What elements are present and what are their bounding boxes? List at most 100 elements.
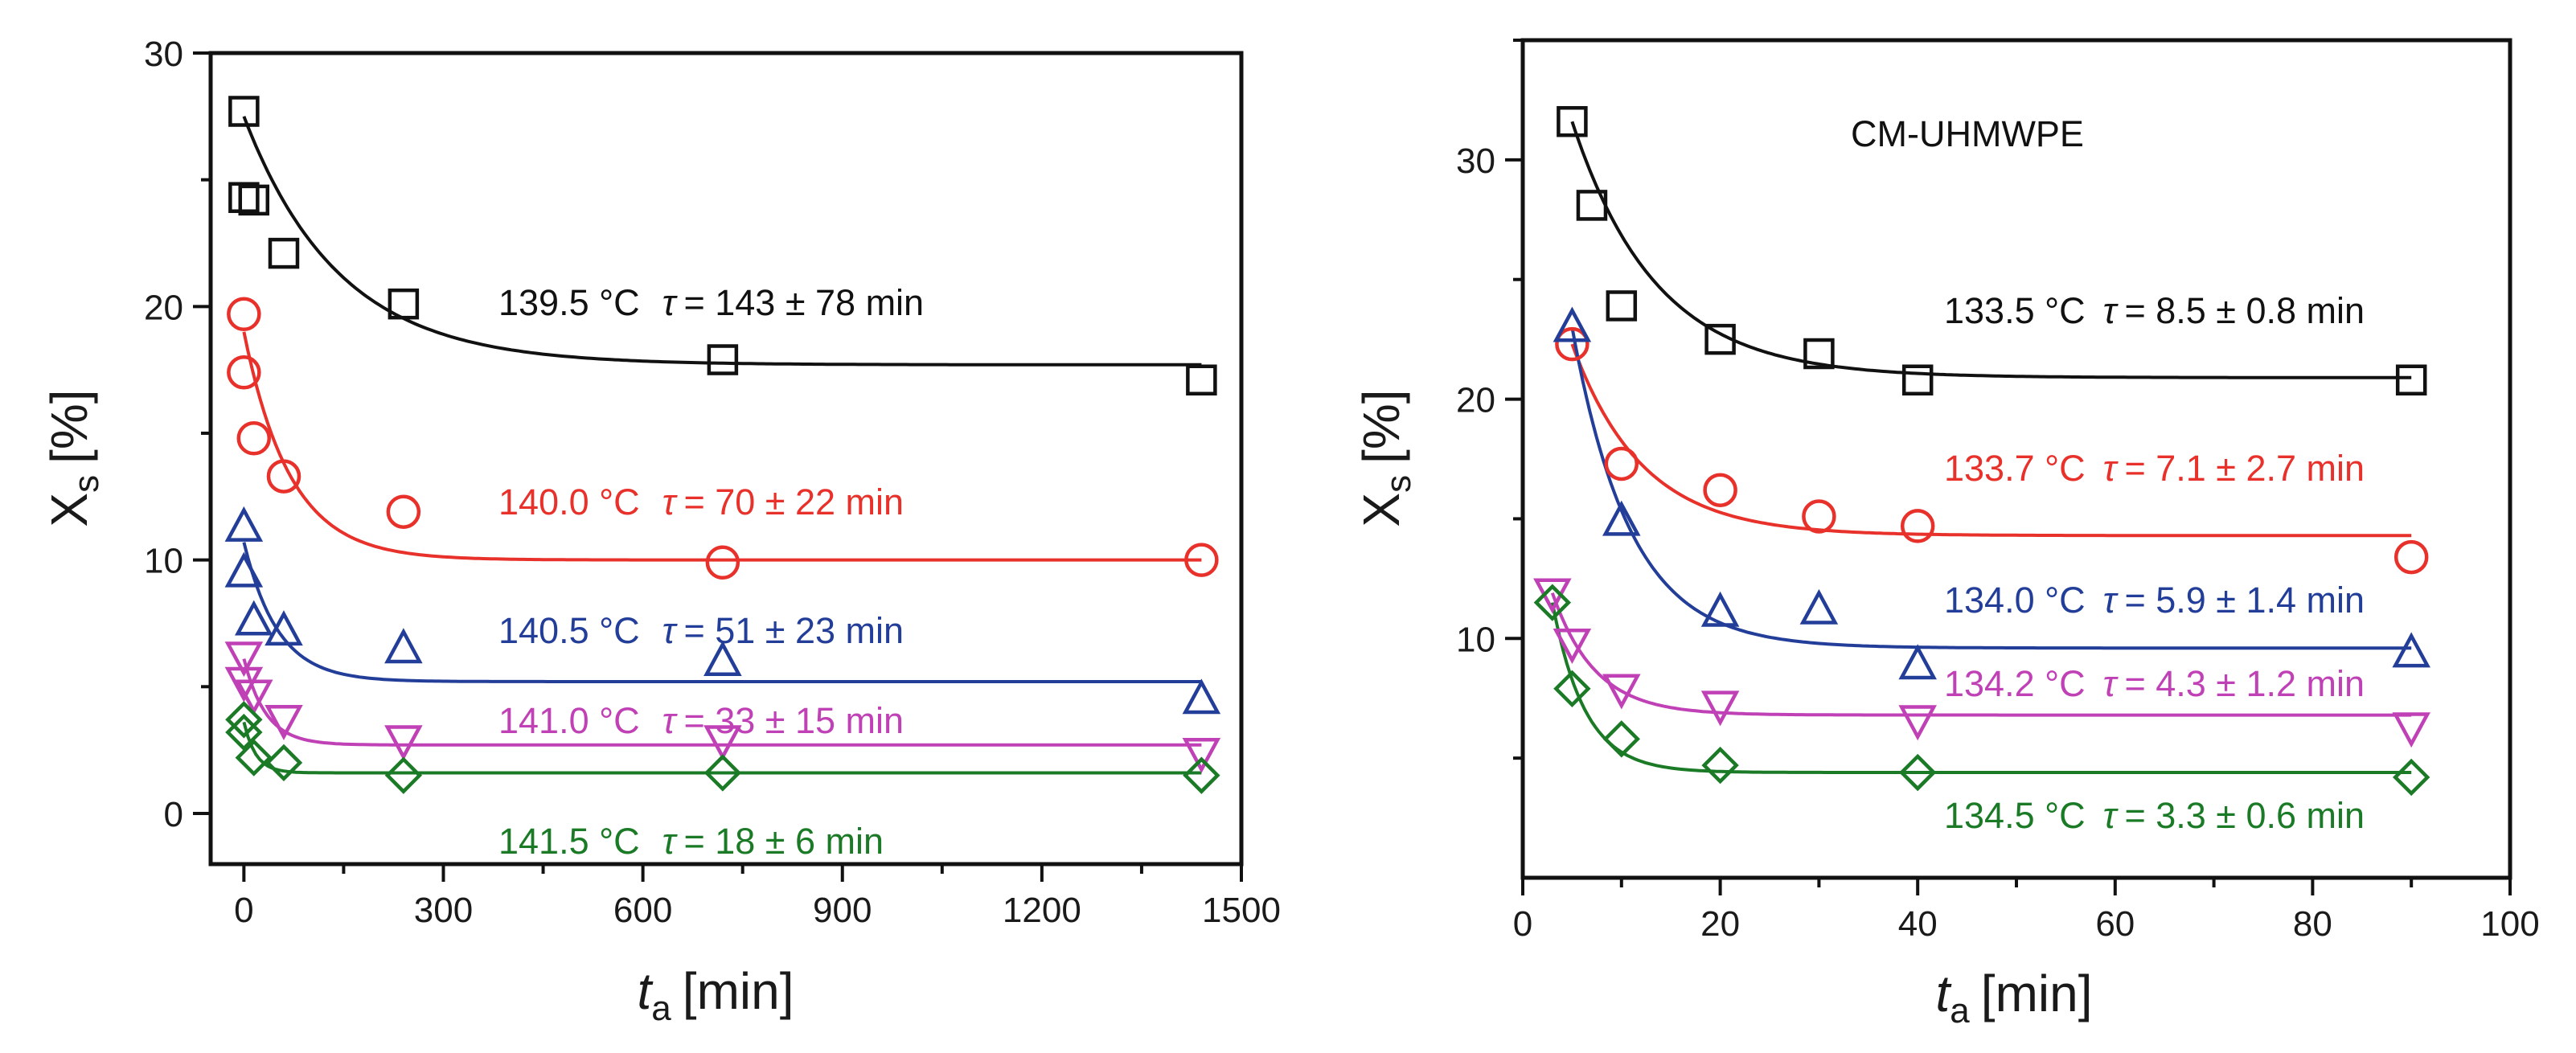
y-tick-label: 10 <box>1456 620 1495 659</box>
left-y-axis-label: Xs[%] <box>40 389 106 526</box>
fit-curve-0 <box>1570 121 2412 379</box>
data-point-circle <box>266 459 301 494</box>
data-point-triangle-down <box>1553 628 1592 664</box>
data-point-circle <box>1184 543 1219 577</box>
data-point-triangle <box>1182 678 1221 715</box>
right-annotation-134-5: 134.5 °C τ = 3.3 ± 0.6 min <box>1944 795 2365 836</box>
data-point-circle <box>705 545 740 580</box>
data-point-triangle <box>2392 632 2430 668</box>
fit-curve-4 <box>242 721 1202 775</box>
left-x-axis-label: ta [min] <box>638 962 794 1028</box>
left-axis-ticks <box>193 51 1243 882</box>
x-tick-label: 900 <box>813 891 872 930</box>
y-tick-label: 10 <box>144 542 183 581</box>
x-tick-label: 1500 <box>1202 891 1281 930</box>
data-point-square <box>228 96 260 127</box>
data-point-diamond <box>703 754 742 792</box>
data-point-square <box>707 344 739 375</box>
data-point-square <box>1557 105 1588 137</box>
right-data-points <box>1533 105 2430 797</box>
data-point-circle <box>1900 509 1935 543</box>
y-tick-label: 30 <box>1456 141 1495 181</box>
data-point-triangle <box>384 628 423 664</box>
data-point-triangle-down <box>224 666 264 703</box>
data-point-square <box>1186 364 1217 396</box>
data-point-diamond <box>235 739 273 776</box>
fit-curve-2 <box>242 542 1202 683</box>
data-point-triangle <box>703 641 742 676</box>
data-point-triangle <box>265 610 303 646</box>
left-annotation-140-5: 140.5 °C τ = 51 ± 23 min <box>498 610 904 651</box>
right-annotation-134-2: 134.2 °C τ = 4.3 ± 1.2 min <box>1944 663 2365 704</box>
data-point-triangle-down <box>2392 712 2430 748</box>
x-tick-label: 0 <box>234 891 253 930</box>
right-chart: 0 20 40 60 80 100 10 20 30 CM-UHMWPE Xs[%] ta [mi… <box>1352 38 2540 1030</box>
right-chart-title: CM-UHMWPE <box>1851 113 2084 154</box>
data-point-triangle-down <box>1182 738 1221 773</box>
data-point-triangle-down <box>1898 705 1937 741</box>
fit-curve-0 <box>242 116 1202 367</box>
right-annotation-133-7: 133.7 °C τ = 7.1 ± 2.7 min <box>1944 448 2365 489</box>
data-point-diamond <box>2393 758 2430 797</box>
x-tick-label: 100 <box>2480 904 2539 944</box>
data-point-triangle <box>1700 591 1740 627</box>
data-point-diamond <box>1183 756 1220 794</box>
left-annotation-139-5: 139.5 °C τ = 143 ± 78 min <box>498 282 924 323</box>
data-point-triangle <box>1553 306 1592 342</box>
data-point-square <box>2395 364 2427 396</box>
x-tick-label: 0 <box>1513 904 1532 944</box>
data-point-triangle <box>1898 644 1937 680</box>
data-point-triangle-down <box>234 679 273 715</box>
right-y-axis-label: Xs[%] <box>1352 389 1418 526</box>
data-point-square <box>228 182 260 213</box>
data-point-square <box>1803 338 1835 370</box>
data-point-circle <box>386 494 421 529</box>
data-point-diamond <box>225 701 263 739</box>
data-point-square <box>238 184 270 216</box>
x-tick-label: 1200 <box>1003 891 1081 930</box>
data-point-triangle <box>1799 588 1839 625</box>
fit-curve-1 <box>242 331 1202 562</box>
data-point-triangle <box>224 506 264 542</box>
data-point-diamond <box>1553 670 1591 707</box>
left-tick-labels: 0 300 600 900 1200 1500 0 10 20 30 <box>144 35 1281 930</box>
data-point-square <box>1606 290 1638 322</box>
data-point-triangle-down <box>1602 674 1641 710</box>
data-point-diamond <box>265 744 303 782</box>
x-tick-label: 60 <box>2095 904 2135 944</box>
y-tick-label: 0 <box>164 795 183 834</box>
left-annotation-141-0: 141.0 °C τ = 33 ± 15 min <box>498 700 904 741</box>
data-point-circle <box>1703 473 1737 507</box>
x-tick-label: 300 <box>414 891 473 930</box>
data-point-square <box>1901 364 1934 396</box>
right-fit-curves <box>1550 121 2412 774</box>
data-point-diamond <box>1701 746 1739 785</box>
left-plot-frame <box>208 51 1244 867</box>
data-point-square <box>1576 190 1608 221</box>
left-annotation-140-0: 140.0 °C τ = 70 ± 22 min <box>498 481 904 522</box>
x-tick-label: 80 <box>2293 904 2332 944</box>
right-annotation-134-0: 134.0 °C τ = 5.9 ± 1.4 min <box>1944 580 2365 621</box>
data-point-triangle-down <box>703 725 742 761</box>
y-tick-label: 20 <box>144 288 183 327</box>
right-axis-ticks <box>1505 39 2512 895</box>
data-point-triangle-down <box>1700 690 1740 727</box>
y-tick-label: 20 <box>1456 381 1495 420</box>
data-point-triangle-down <box>224 641 264 678</box>
data-point-circle <box>2393 539 2429 575</box>
x-tick-label: 20 <box>1700 904 1740 944</box>
right-x-axis-label: ta [min] <box>1936 965 2093 1030</box>
x-tick-label: 600 <box>613 891 672 930</box>
data-point-square <box>1704 323 1736 355</box>
fit-curve-3 <box>242 658 1202 747</box>
data-point-diamond <box>384 756 423 794</box>
right-annotation-133-5: 133.5 °C τ = 8.5 ± 0.8 min <box>1944 290 2365 331</box>
data-point-circle <box>227 355 261 390</box>
data-point-triangle <box>1602 500 1641 536</box>
data-point-diamond <box>1899 753 1937 792</box>
data-point-circle <box>1802 499 1836 534</box>
data-point-triangle-down <box>265 705 303 741</box>
data-point-diamond <box>225 713 263 752</box>
